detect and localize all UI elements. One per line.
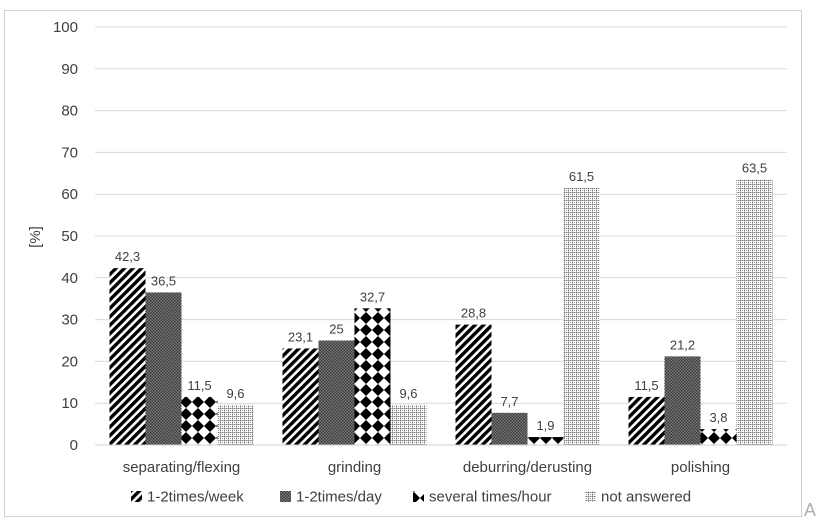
y-tick-label: 100 xyxy=(53,19,78,36)
data-label: 9,6 xyxy=(226,386,244,401)
data-label: 61,5 xyxy=(569,169,594,184)
y-tick-label: 50 xyxy=(61,228,78,245)
data-label: 11,5 xyxy=(187,378,211,393)
legend-label: 1-2times/day xyxy=(296,489,382,506)
data-label: 63,5 xyxy=(742,161,767,176)
bar-1-2times-week-0 xyxy=(109,268,146,445)
bar-1-2times-day-0 xyxy=(145,292,182,445)
legend-swatch xyxy=(131,491,142,502)
corner-mark: A xyxy=(804,500,816,520)
bar-1-2times-week-3 xyxy=(628,396,665,445)
category-labels: separating/flexing grinding deburring/deru… xyxy=(123,459,730,476)
bars xyxy=(109,179,773,445)
legend-label: 1-2times/week xyxy=(147,489,244,506)
bar-1-2times-day-1 xyxy=(318,340,355,445)
y-axis-label: [%] xyxy=(27,226,44,248)
legend-label: not answered xyxy=(601,489,691,506)
y-tick-label: 30 xyxy=(61,312,78,329)
bar-not-answered-3 xyxy=(736,179,773,445)
bar-several-times-hour-0 xyxy=(181,396,218,445)
legend-label: several times/hour xyxy=(429,489,552,506)
bar-several-times-hour-2 xyxy=(527,437,564,445)
legend-swatch xyxy=(280,491,291,502)
category-label: separating/flexing xyxy=(123,459,241,476)
data-label: 36,5 xyxy=(151,273,176,288)
bar-several-times-hour-1 xyxy=(354,308,391,445)
data-label: 32,7 xyxy=(360,289,385,304)
legend: 1-2times/week 1-2times/day several times/h… xyxy=(131,489,691,506)
legend-swatch xyxy=(585,491,596,502)
category-label: grinding xyxy=(328,459,381,476)
y-tick-label: 70 xyxy=(61,144,78,161)
category-label: deburring/derusting xyxy=(463,459,592,476)
data-label: 1,9 xyxy=(536,418,554,433)
y-tick-label: 20 xyxy=(61,353,78,370)
y-tick-label: 90 xyxy=(61,61,78,78)
bar-1-2times-day-2 xyxy=(491,412,528,445)
data-label: 23,1 xyxy=(288,329,313,344)
data-label: 3,8 xyxy=(709,410,727,425)
data-labels: 42,3 36,5 11,5 9,6 23,1 25 32,7 9,6 28,8 7,7 1,9 61… xyxy=(115,161,767,433)
data-label: 25 xyxy=(329,322,343,337)
data-label: 28,8 xyxy=(461,306,486,321)
bar-not-answered-2 xyxy=(563,187,600,445)
bar-not-answered-1 xyxy=(390,404,427,445)
category-label: polishing xyxy=(671,459,730,476)
y-axis-ticks: 0 10 20 30 40 50 60 70 80 90 100 xyxy=(53,19,78,454)
bar-1-2times-day-3 xyxy=(664,356,701,445)
y-tick-label: 80 xyxy=(61,103,78,120)
bar-1-2times-week-1 xyxy=(282,348,319,445)
legend-swatch xyxy=(413,491,424,502)
data-label: 9,6 xyxy=(399,386,417,401)
data-label: 42,3 xyxy=(115,249,140,264)
y-tick-label: 0 xyxy=(70,437,78,454)
bar-1-2times-week-2 xyxy=(455,324,492,445)
bar-not-answered-0 xyxy=(217,404,254,445)
data-label: 7,7 xyxy=(500,394,518,409)
bar-several-times-hour-3 xyxy=(700,429,737,445)
y-tick-label: 10 xyxy=(61,395,78,412)
data-label: 11,5 xyxy=(634,378,658,393)
data-label: 21,2 xyxy=(670,337,695,352)
y-tick-label: 60 xyxy=(61,186,78,203)
y-tick-label: 40 xyxy=(61,270,78,287)
